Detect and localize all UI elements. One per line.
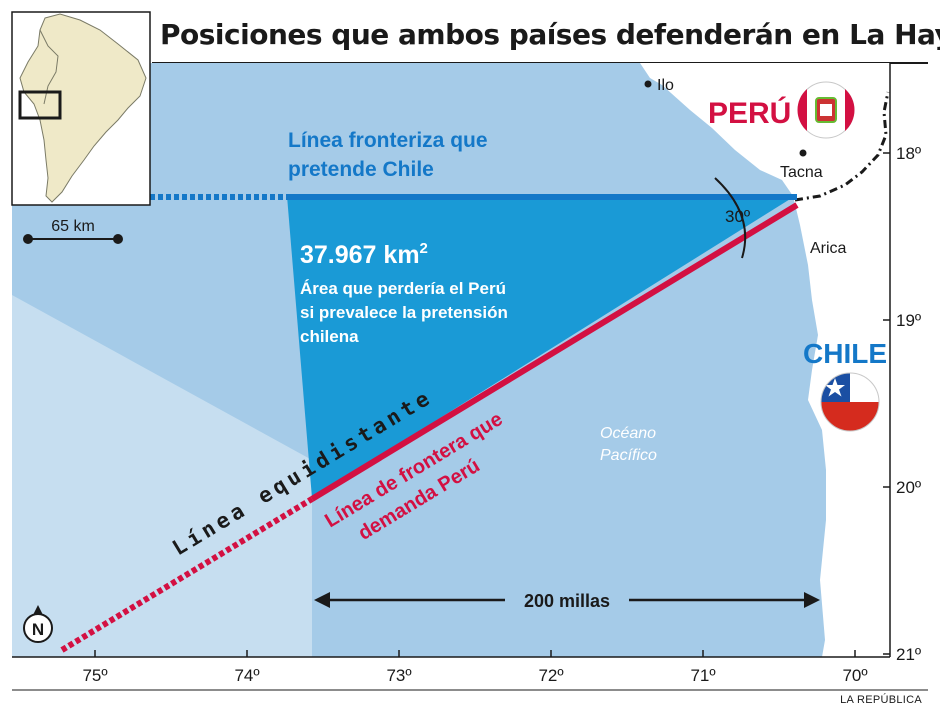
lat-tick-label: 19º [896, 311, 921, 330]
latitude-ticks [883, 152, 890, 655]
peru-claim-line [310, 202, 799, 502]
angle-arc [714, 177, 747, 259]
sea-light-zone [12, 295, 312, 657]
chile-label: CHILE [803, 338, 887, 369]
south-america-shape [19, 13, 147, 203]
locator-inset [11, 11, 151, 206]
lon-tick-label: 73º [386, 666, 411, 685]
angle-label: 30º [725, 207, 750, 226]
tacna-marker [799, 149, 807, 157]
lon-tick-label: 74º [234, 666, 259, 685]
peru-claim-line-extension [60, 496, 314, 653]
area-value: 37.967 km2 [300, 240, 428, 269]
land-border [794, 91, 890, 202]
scale-bar-end-right [113, 234, 123, 244]
chile-line-label: Línea fronteriza que pretende Chile [288, 129, 493, 181]
lon-tick-label: 70º [842, 666, 867, 685]
inset-border [39, 29, 59, 105]
lat-tick-label: 18º [896, 144, 921, 163]
longitude-ticks [94, 650, 856, 657]
credit-label: LA REPÚBLICA [840, 694, 922, 706]
map-title: Posiciones que ambos países defenderán e… [160, 18, 940, 51]
ilo-marker [644, 80, 652, 88]
ocean-label: Océano Pacífico [600, 425, 661, 464]
distance-arrow [314, 588, 820, 612]
distance-label: 200 millas [524, 591, 610, 611]
scale-bar-end-left [23, 234, 33, 244]
chile-flag-icon [820, 372, 880, 432]
north-arrow-icon [23, 605, 53, 643]
land-mass [640, 63, 890, 657]
ilo-label: Ilo [657, 77, 674, 94]
lon-tick-label: 72º [538, 666, 563, 685]
lon-tick-label: 71º [690, 666, 715, 685]
tacna-label: Tacna [780, 164, 823, 181]
north-label: N [32, 620, 44, 639]
peru-flag-icon [797, 81, 855, 139]
disputed-area [287, 196, 795, 498]
lat-tick-label: 20º [896, 478, 921, 497]
inset-locator-box [18, 90, 62, 120]
area-description: Área que perdería el Perú si prevalece l… [300, 279, 513, 346]
peru-label: PERÚ [708, 96, 791, 130]
scale-label: 65 km [51, 218, 95, 235]
lon-tick-label: 75º [82, 666, 107, 685]
lat-tick-label: 21º [896, 645, 921, 664]
arica-label: Arica [810, 240, 847, 257]
